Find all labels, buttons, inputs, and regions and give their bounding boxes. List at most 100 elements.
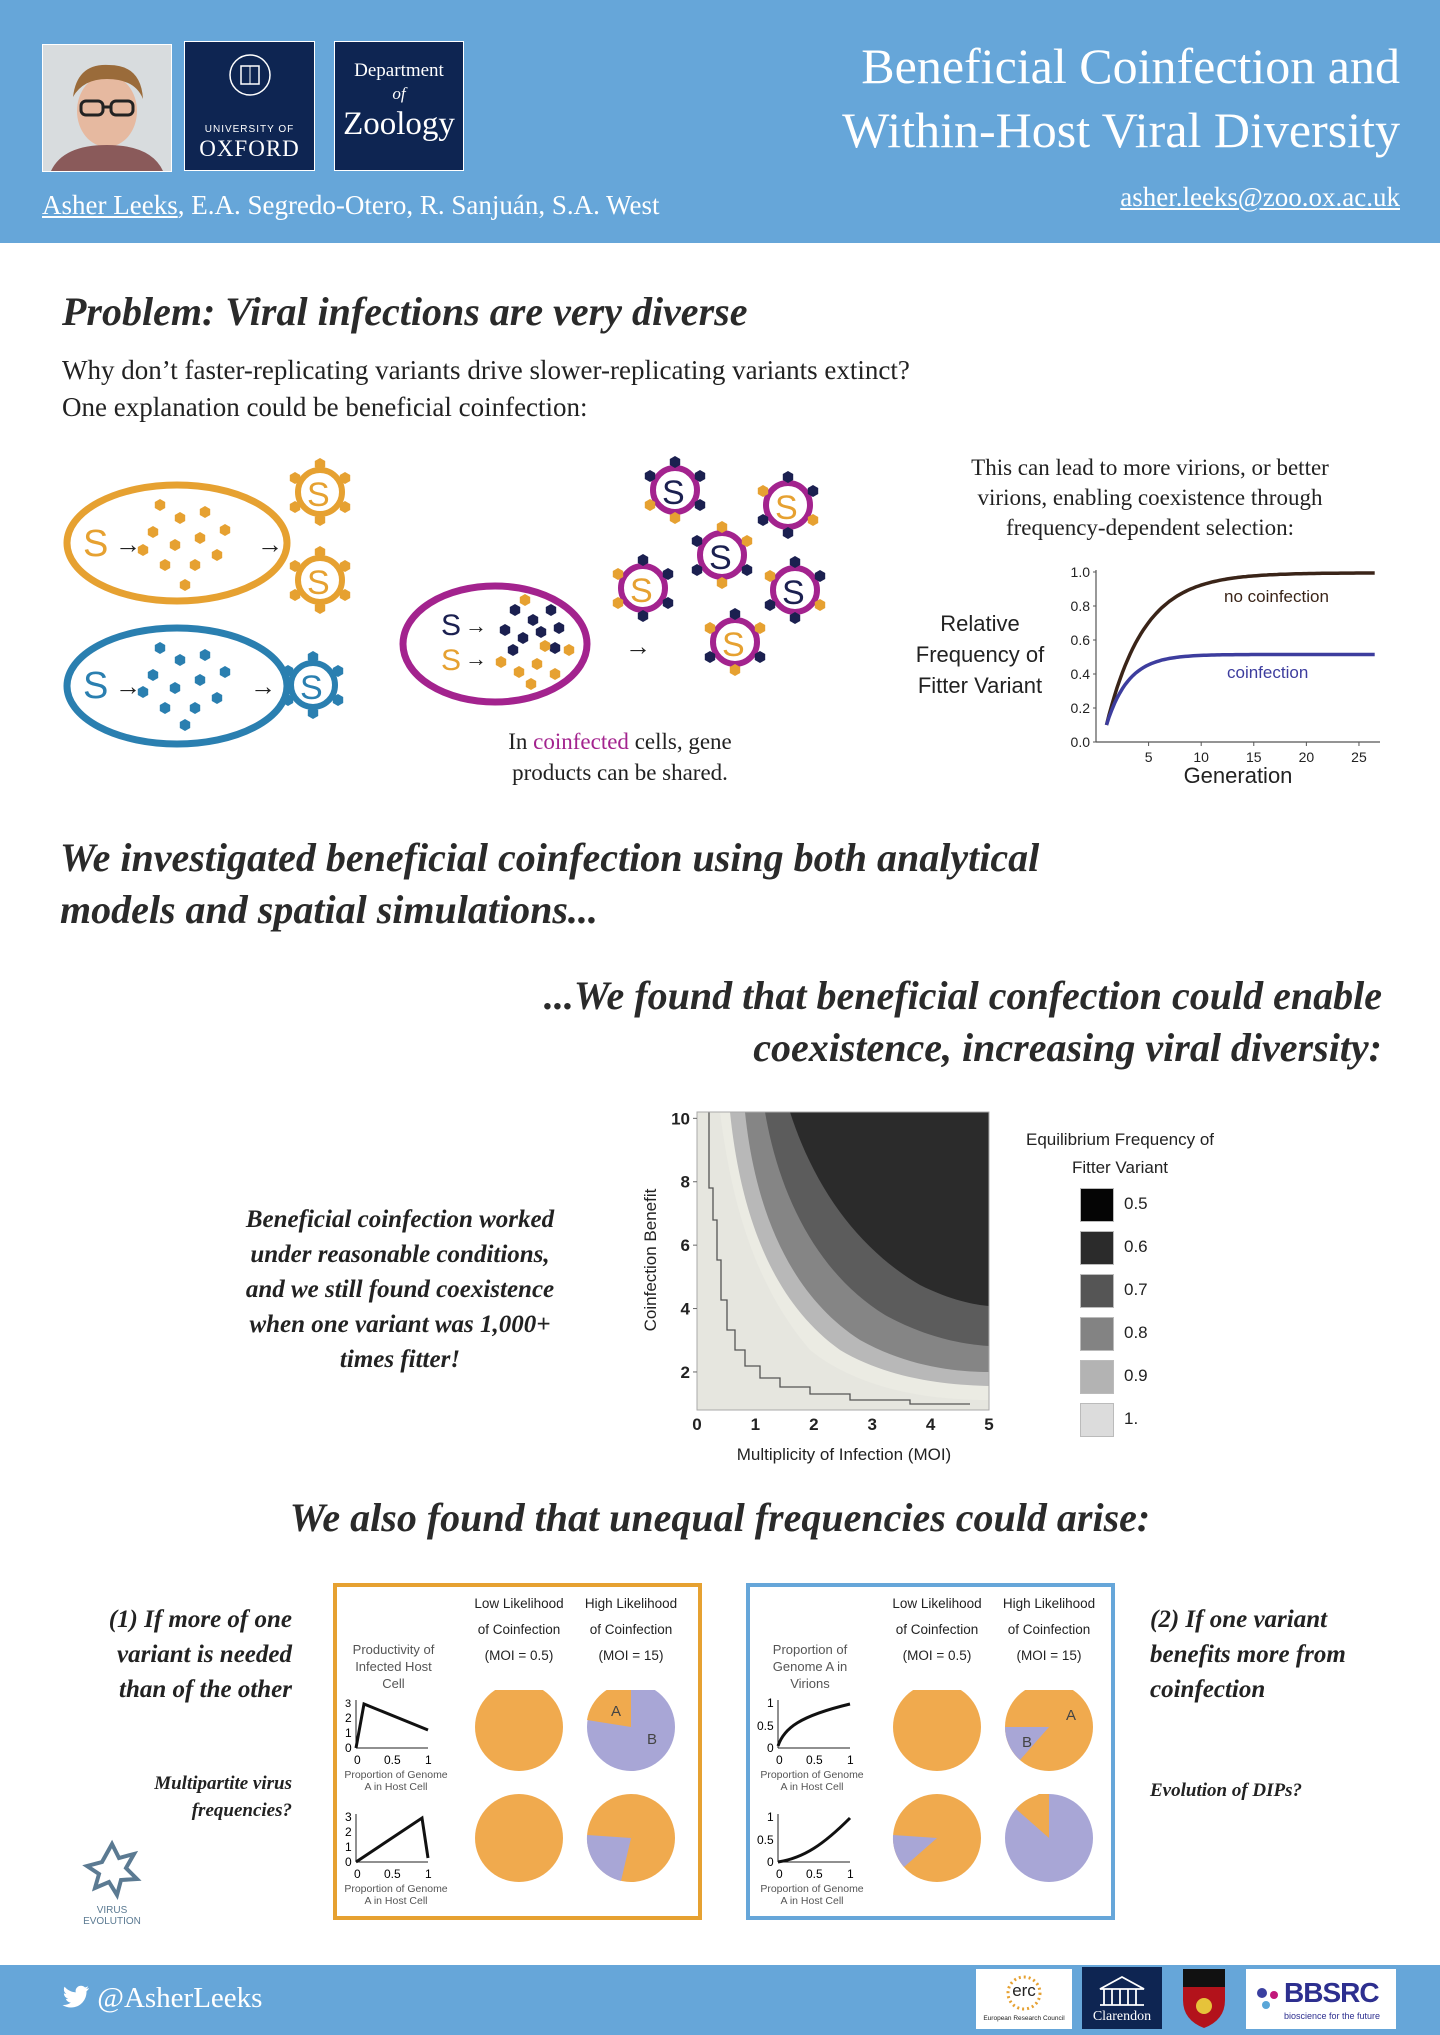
right-case-3: coinfection (1150, 1676, 1266, 1703)
freq-ytick: 0.4 (1071, 666, 1091, 682)
orange-virion-2: S (289, 546, 351, 614)
found-heading: ...We found that beneficial confection c… (382, 970, 1382, 1074)
oxford-logo-big-text: OXFORD (199, 136, 300, 161)
pie-box1-low-1 (475, 1690, 563, 1771)
side-text-2: under reasonable conditions, (250, 1241, 550, 1268)
tick-05: 0.5 (384, 1753, 401, 1767)
twitter-handle-text: @AsherLeeks (97, 1982, 263, 2014)
caption-highlight: coinfected (533, 729, 629, 754)
axis-caption-1: Proportion of Genome (760, 1883, 863, 1895)
legend-item: 0.6 (1080, 1231, 1200, 1265)
box2-high-header: High Likelihood of Coinfection (MOI = 15… (992, 1591, 1106, 1669)
box1-ylabel-2: Infected Host (355, 1659, 432, 1674)
legend-swatch (1080, 1274, 1114, 1308)
frequency-chart: 0.0 0.2 0.4 0.6 0.8 1.0 5 10 15 20 25 no coinfect… (1071, 564, 1380, 788)
box1-low-header: Low Likelihood of Coinfection (MOI = 0.5… (462, 1591, 576, 1669)
bbsrc-text: BBSRC (1284, 1977, 1380, 2008)
contour-ytick: 2 (681, 1363, 690, 1382)
left-question-2: frequencies? (191, 1800, 292, 1821)
virus-star-icon (82, 1839, 142, 1901)
multipartite-box (333, 1583, 702, 1920)
tick-1: 1 (345, 1840, 352, 1854)
oxford-logo: UNIVERSITY OF OXFORD (184, 41, 315, 171)
erc-logo: erc European Research Council (976, 1969, 1072, 2029)
svg-text:→: → (115, 671, 141, 701)
legend-item: 0.5 (1080, 1188, 1200, 1222)
box1-high-2: of Coinfection (589, 1622, 673, 1637)
caption-pre: In (508, 729, 534, 754)
author-photo (42, 44, 172, 172)
freq-ytick: 0.6 (1071, 632, 1091, 648)
legend-label: 0.6 (1124, 1237, 1148, 1256)
college-shield-icon (1183, 1969, 1225, 2028)
virus-evolution-text-1: VIRUS (96, 1905, 128, 1916)
legend-swatch (1080, 1231, 1114, 1265)
freq-ytick: 0.8 (1071, 598, 1091, 614)
twitter-handle[interactable]: @AsherLeeks (62, 1982, 262, 2015)
box1-low-3: (MOI = 0.5) (484, 1648, 554, 1663)
tick-0: 0 (767, 1855, 774, 1869)
right-question: Evolution of DIPs? (1150, 1780, 1303, 1801)
left-case-text: (1) If more of one variant is needed tha… (70, 1602, 292, 1707)
erc-star-icon (1006, 1975, 1042, 2011)
problem-heading: Problem: Viral infections are very diver… (62, 289, 748, 334)
svg-text:S: S (307, 476, 330, 514)
title-line-1: Beneficial Coinfection and (861, 38, 1400, 94)
co-authors: , E.A. Segredo-Otero, R. Sanjuán, S.A. W… (177, 190, 660, 220)
tick-05: 0.5 (384, 1867, 401, 1881)
pie-label-a: A (611, 1703, 621, 1720)
legend-swatch (1080, 1188, 1114, 1222)
pie-box2-low-1 (893, 1690, 981, 1771)
box2-low-header: Low Likelihood of Coinfection (MOI = 0.5… (880, 1591, 994, 1669)
box2-low-3: (MOI = 0.5) (902, 1648, 972, 1663)
tick-0: 0 (345, 1741, 352, 1755)
left-question-1: Multipartite virus (154, 1773, 292, 1794)
legend-swatch (1080, 1317, 1114, 1351)
box1-ylabel-3: Cell (382, 1676, 405, 1691)
investigated-line-1: We investigated beneficial coinfection u… (60, 835, 1040, 880)
svg-text:S: S (83, 665, 108, 707)
svg-text:S: S (441, 609, 461, 642)
pie-box2-high-1: A B (1005, 1690, 1093, 1771)
box2-high-3: (MOI = 15) (1016, 1648, 1082, 1663)
contour-plot: 2 4 6 8 10 0 1 2 3 4 5 Coinfection Benefit Multip… (641, 1109, 994, 1464)
right-case-1: (2) If one variant (1150, 1606, 1328, 1633)
tick-05: 0.5 (757, 1833, 774, 1847)
axis-caption-2: A in Host Cell (364, 1781, 427, 1793)
found-line-1: ...We found that beneficial confection c… (543, 973, 1382, 1018)
box2-mini-chart-1: 1 0.5 0 0 0.5 1 Proportion of Genome A i… (757, 1696, 864, 1793)
freq-ylabel-1: Relative (940, 611, 1020, 636)
box1-mini-chart-1: 3 2 1 0 0 0.5 1 Proportion of Genome A i… (344, 1698, 447, 1793)
legend-item: 0.9 (1080, 1360, 1200, 1394)
email-link[interactable]: asher.leeks@zoo.ox.ac.uk (1120, 182, 1400, 212)
selection-text-1: This can lead to more virions, or better (971, 455, 1329, 480)
legend-label: 0.5 (1124, 1194, 1148, 1213)
left-case-3: than of the other (119, 1676, 292, 1703)
poster-title: Beneficial Coinfection and Within-Host V… (680, 34, 1400, 162)
title-line-2: Within-Host Viral Diversity (842, 102, 1400, 158)
box1-high-1: High Likelihood (584, 1596, 678, 1611)
contour-ylabel: Coinfection Benefit (641, 1188, 660, 1331)
legend-label: 0.8 (1124, 1323, 1148, 1342)
legend-label: 0.9 (1124, 1366, 1148, 1385)
contour-xtick: 2 (809, 1415, 818, 1434)
tick-05: 0.5 (757, 1719, 774, 1733)
svg-text:→: → (250, 671, 276, 701)
tick-3: 3 (345, 1810, 352, 1824)
author-list: Asher Leeks, E.A. Segredo-Otero, R. Sanj… (42, 190, 659, 221)
svg-text:S: S (441, 644, 461, 677)
first-author-link[interactable]: Asher Leeks (42, 190, 178, 220)
legend-swatch (1080, 1403, 1114, 1437)
investigated-heading: We investigated beneficial coinfection u… (60, 832, 1039, 936)
svg-text:S: S (630, 572, 653, 610)
bbsrc-logo: BBSRC bioscience for the future (1246, 1969, 1396, 2029)
contour-ytick: 4 (681, 1300, 691, 1319)
box1-ylabel-1: Productivity of (352, 1642, 435, 1657)
svg-text:→: → (465, 646, 487, 671)
pie-label-b: B (1022, 1734, 1032, 1751)
right-case-text: (2) If one variant benefits more from co… (1150, 1602, 1390, 1707)
blue-virion: S (282, 651, 344, 719)
tick-1: 1 (847, 1753, 854, 1767)
left-case-2: variant is needed (117, 1641, 292, 1668)
legend-item: 0.7 (1080, 1274, 1200, 1308)
